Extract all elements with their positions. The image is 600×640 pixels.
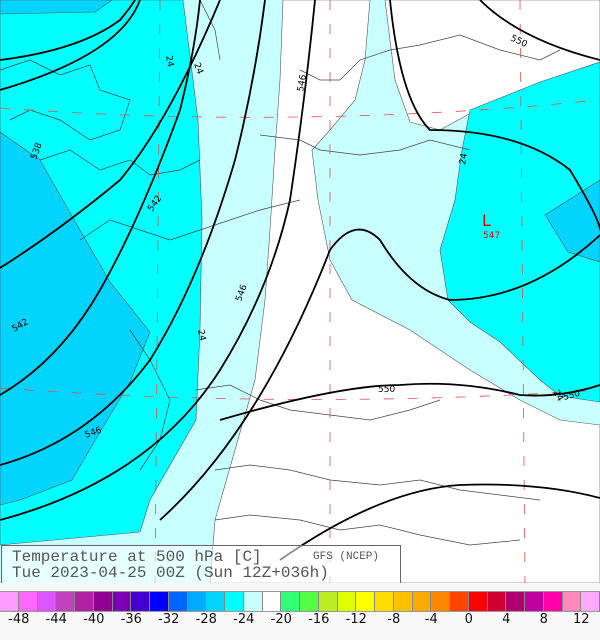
height-contours [0, 0, 600, 561]
color-scale-cell [450, 592, 469, 611]
color-scale-label: 8 [539, 612, 548, 627]
color-scale-label: -28 [195, 612, 217, 627]
color-scale-cell [581, 592, 600, 611]
color-scale-cell [75, 592, 94, 611]
color-scale-cell [262, 592, 282, 611]
color-scale-cell [356, 592, 375, 611]
color-scale-label: -12 [345, 612, 367, 627]
color-scale-cell [393, 592, 413, 611]
color-scale-cell [543, 592, 563, 611]
color-scale-label: -16 [308, 612, 330, 627]
color-scale-label: 4 [502, 612, 511, 627]
color-scale-cell [412, 592, 432, 611]
color-scale-label: -40 [83, 612, 105, 627]
color-scale-label: -24 [233, 612, 255, 627]
color-scale-cell [206, 592, 225, 611]
color-scale-cell [487, 592, 507, 611]
title-box: Temperature at 500 hPa [C] GFS (NCEP) Tu… [1, 545, 401, 583]
color-scale-label: -48 [8, 612, 30, 627]
color-scale-cell [18, 592, 38, 611]
contour-label: 24 [191, 62, 204, 76]
color-scale-label: -36 [120, 612, 142, 627]
color-scale-cell [506, 592, 525, 611]
color-scale-cell [562, 592, 582, 611]
color-scale-cell [468, 592, 488, 611]
color-scale-cell [243, 592, 263, 611]
model-source: GFS (NCEP) [313, 551, 380, 563]
color-scale-cell [281, 592, 300, 611]
color-scale-cell [300, 592, 319, 611]
color-scale-cell [56, 592, 75, 611]
low-pressure-value: 547 [483, 231, 500, 241]
color-scale-cell [187, 592, 207, 611]
color-scale-label: -32 [158, 612, 180, 627]
contour-label: 24 [458, 152, 470, 165]
map-title: Temperature at 500 hPa [C] [12, 548, 262, 566]
fill-white-center [209, 0, 600, 583]
color-scale-cell [0, 592, 19, 611]
fill-blue-northwest [0, 0, 113, 15]
coastlines [0, 0, 561, 546]
color-scale-label: 0 [464, 612, 473, 627]
color-scale-cell [37, 592, 57, 611]
fill-cyan-east [439, 61, 600, 403]
color-scale-cell [150, 592, 169, 611]
valid-time: Tue 2023-04-25 00Z (Sun 12Z+036h) [12, 564, 329, 582]
color-scale-label: -4 [424, 612, 438, 627]
color-scale-label: 12 [572, 612, 590, 627]
fill-blue-southwest [0, 131, 151, 506]
color-scale-cell [131, 592, 150, 611]
color-scale-label: -20 [270, 612, 292, 627]
color-scale-label: -44 [45, 612, 67, 627]
weather-map: 538 542 542 546 546 546 550 550 550 24 2… [0, 0, 600, 583]
color-scale-label: -8 [387, 612, 401, 627]
color-scale-bar [0, 591, 600, 612]
color-scale-cell [525, 592, 544, 611]
color-scale-cell [168, 592, 188, 611]
color-scale-cell [112, 592, 132, 611]
color-scale-cell [337, 592, 357, 611]
color-scale-cell [93, 592, 113, 611]
contour-label: 24 [163, 55, 175, 68]
color-scale-cell [318, 592, 338, 611]
low-pressure-symbol: L [482, 211, 491, 230]
color-scale-cell [225, 592, 244, 611]
contour-label: 550 [378, 385, 395, 395]
color-scale-cell [375, 592, 394, 611]
color-scale-cell [431, 592, 450, 611]
contour-label: 550 [562, 389, 581, 403]
contour-label: 546 [296, 74, 309, 93]
contour-label: 24 [195, 329, 207, 342]
